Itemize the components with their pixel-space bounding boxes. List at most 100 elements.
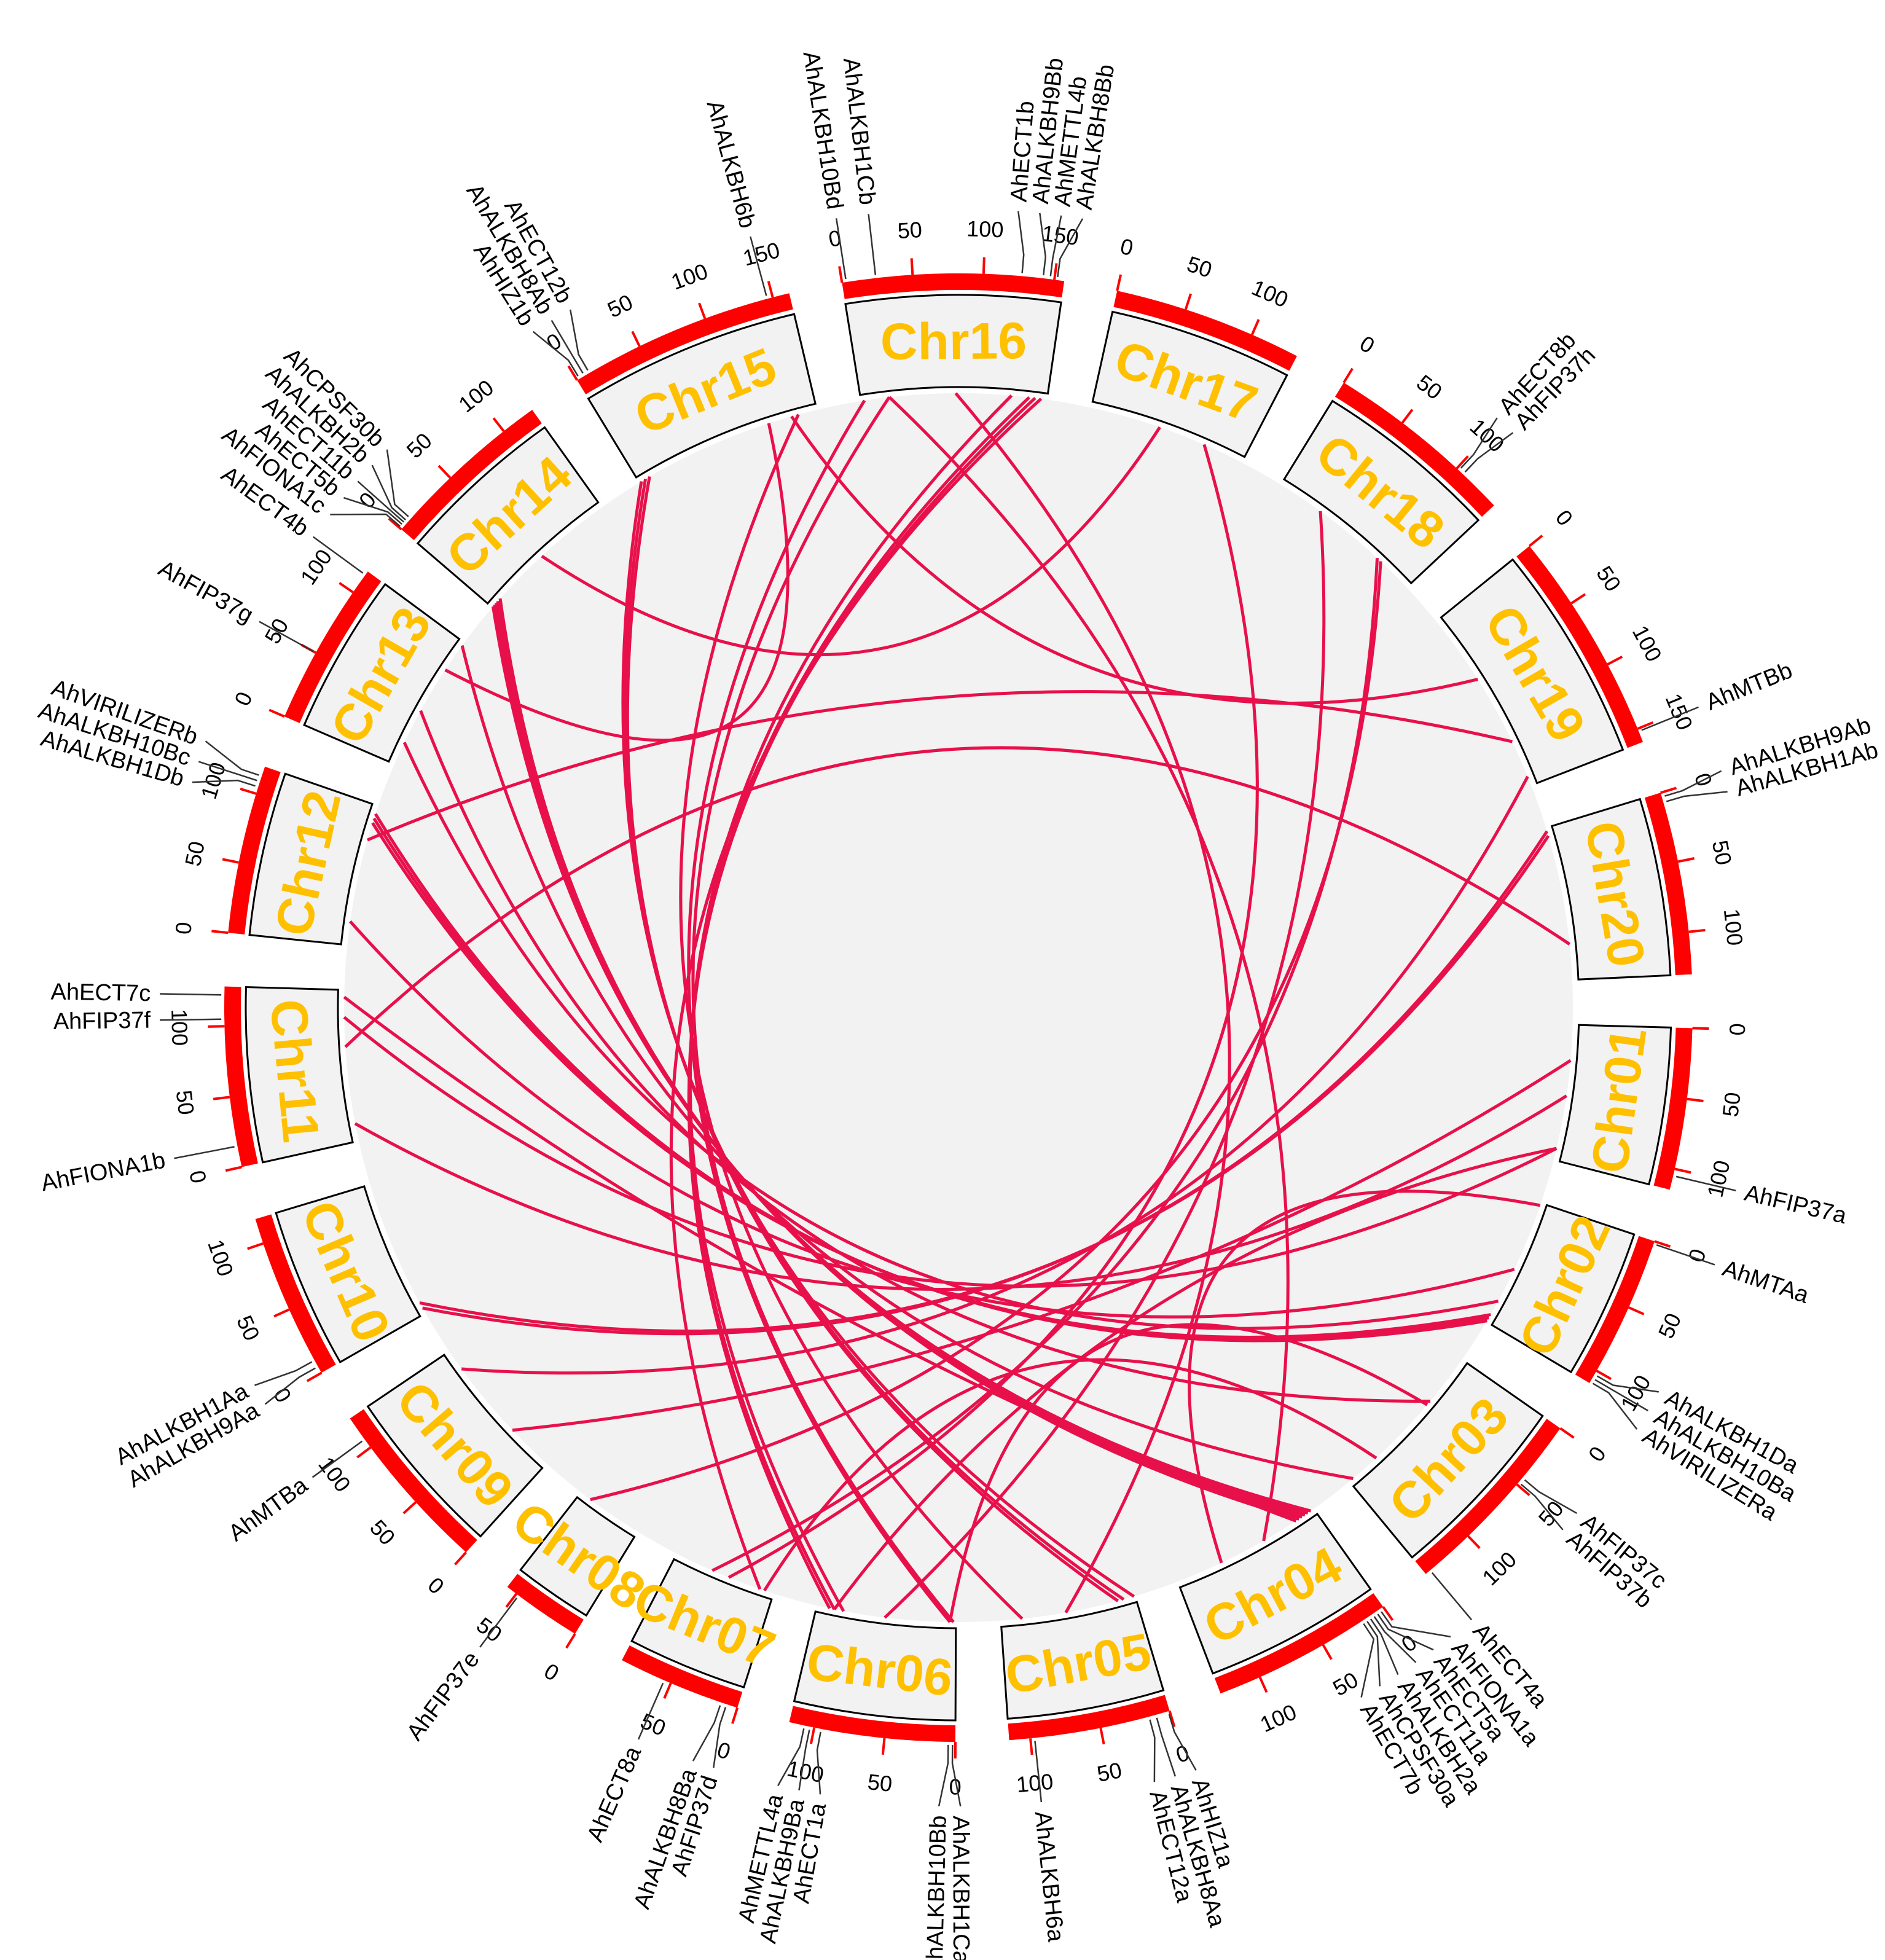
tick-mark — [1467, 1535, 1481, 1549]
gene-connector-line — [637, 1682, 664, 1740]
tick-mark — [505, 1593, 517, 1608]
tick-label: 0 — [229, 688, 257, 710]
tick-mark — [1596, 1370, 1612, 1381]
tick-label: 100 — [1477, 1546, 1521, 1590]
chromosome-bar-chr15 — [577, 293, 793, 394]
tick-mark — [1528, 535, 1543, 547]
gene-connector-line — [1666, 791, 1728, 802]
tick-mark — [222, 858, 239, 864]
collinear-gene-link — [687, 396, 1037, 1609]
collinear-gene-link — [833, 1147, 1557, 1610]
gene-connector-line — [330, 513, 401, 527]
chromosome-bar-chr12 — [228, 766, 281, 935]
gene-connector-line — [313, 536, 364, 574]
tick-mark — [437, 465, 452, 479]
gene-connector-line — [1049, 215, 1062, 276]
tick-mark — [1053, 263, 1058, 280]
gene-connector-line — [160, 1018, 222, 1021]
collinear-gene-link — [366, 690, 1513, 842]
gene-connector-line — [192, 779, 256, 787]
tick-label: 50 — [866, 1769, 893, 1797]
gene-connector-line — [777, 1728, 805, 1786]
tick-mark — [1654, 1240, 1671, 1248]
tick-label: 100 — [1628, 621, 1667, 665]
tick-label: 50 — [896, 217, 923, 243]
collinear-gene-link — [888, 396, 1290, 1542]
tick-mark — [1251, 319, 1260, 335]
gene-label: AhALKBH6b — [702, 98, 761, 231]
gene-connector-line — [371, 465, 407, 521]
chromosome-box-chr12 — [248, 772, 374, 946]
collinear-gene-link — [541, 426, 1161, 657]
collinear-gene-link — [419, 834, 1550, 1333]
tick-label: 100 — [453, 375, 498, 417]
gene-label: AhALKBH10Bb — [922, 1815, 951, 1960]
gene-connector-line — [160, 993, 222, 996]
tick-label: 100 — [1015, 1769, 1054, 1798]
collinear-gene-link — [669, 398, 1043, 1590]
gene-connector-line — [692, 1705, 721, 1762]
chromosome-box-chr07 — [630, 1558, 773, 1689]
tick-mark — [663, 1682, 672, 1699]
gene-connector-line — [198, 761, 257, 782]
chromosome-bar-chr11 — [224, 986, 258, 1167]
gene-connector-line — [1520, 1483, 1564, 1531]
gene-connector-line — [1366, 1621, 1381, 1687]
gene-connector-line — [951, 1744, 962, 1807]
gene-connector-line — [1360, 1623, 1375, 1698]
gene-connector-line — [1373, 1616, 1417, 1663]
chromosome-box-chr09 — [366, 1354, 544, 1538]
gene-label: AhECT7c — [50, 979, 151, 1006]
collinear-gene-link — [402, 742, 1499, 1330]
chromosome-bar-chr20 — [1644, 793, 1692, 976]
tick-label: 50 — [1095, 1757, 1124, 1787]
gene-label: AhFIP37e — [402, 1647, 485, 1745]
gene-connector-line — [1524, 1479, 1577, 1515]
chromosome-box-chr08 — [519, 1495, 636, 1617]
tick-mark — [1322, 1644, 1333, 1660]
tick-mark — [1184, 293, 1193, 310]
gene-label: AhFIP37a — [1742, 1180, 1849, 1229]
tick-label: 50 — [1184, 251, 1215, 283]
chromosome-bar-chr14 — [401, 410, 542, 541]
gene-connector-line — [1675, 1175, 1736, 1192]
tick-label: 100 — [1248, 275, 1291, 313]
gene-connector-line — [1431, 1572, 1473, 1621]
tick-label: 100 — [295, 544, 337, 589]
gene-connector-line — [1381, 1611, 1451, 1638]
collinear-gene-link — [343, 1016, 1558, 1288]
gene-connector-line — [1594, 1379, 1648, 1412]
collinear-gene-link — [344, 746, 1571, 1048]
gene-connector-line — [343, 496, 402, 525]
tick-mark — [402, 1501, 417, 1515]
gene-connector-line — [713, 1707, 727, 1768]
tick-mark — [1516, 1483, 1530, 1497]
collinear-gene-link — [444, 423, 790, 742]
gene-connector-line — [264, 1367, 316, 1405]
tick-label: 50 — [365, 1515, 400, 1550]
gene-connector-line — [532, 331, 579, 377]
gene-connector-line — [835, 218, 847, 280]
tick-label: 150 — [740, 237, 782, 271]
chromosome-bar-chr17 — [1113, 291, 1297, 371]
chromosome-box-chr05 — [1000, 1601, 1165, 1720]
chromosome-box-chr18 — [1282, 399, 1480, 585]
tick-label: 50 — [603, 289, 637, 323]
tick-label: 0 — [184, 1168, 211, 1185]
tick-label: 100 — [1702, 1158, 1734, 1200]
tick-mark — [1677, 857, 1695, 863]
gene-connector-line — [205, 740, 259, 776]
tick-label: 50 — [171, 1089, 200, 1116]
tick-label: 50 — [1412, 370, 1447, 405]
chromosome-bar-chr09 — [350, 1409, 477, 1553]
tick-label: 0 — [1551, 505, 1578, 530]
gene-connector-line — [1464, 432, 1514, 473]
gene-connector-line — [1656, 1244, 1715, 1266]
tick-mark — [1570, 593, 1586, 605]
tick-mark — [1168, 1710, 1176, 1727]
tick-label: 0 — [170, 921, 197, 936]
gene-connector-line — [1039, 213, 1047, 276]
tick-label: 100 — [1256, 1699, 1301, 1737]
tick-mark — [339, 582, 354, 594]
tick-mark — [268, 708, 285, 718]
